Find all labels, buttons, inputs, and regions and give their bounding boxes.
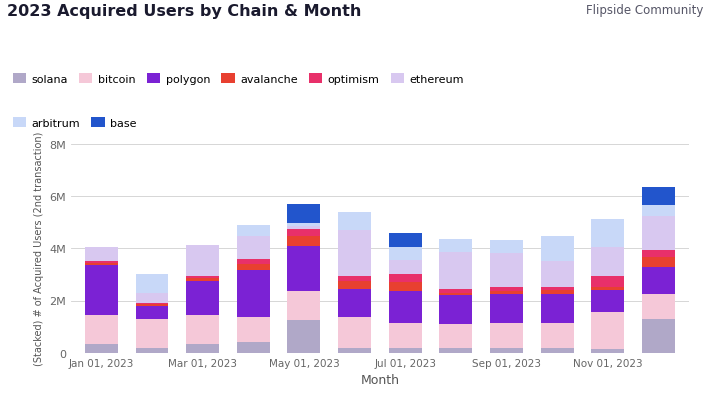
Text: Flipside Community: Flipside Community: [586, 4, 703, 17]
Bar: [642, 187, 674, 206]
Bar: [288, 224, 320, 227]
Bar: [237, 259, 270, 264]
Bar: [642, 294, 674, 319]
Bar: [388, 282, 422, 292]
Bar: [186, 281, 219, 315]
Bar: [136, 306, 168, 319]
X-axis label: Month: Month: [361, 373, 399, 386]
Bar: [490, 348, 523, 353]
Bar: [388, 260, 422, 275]
Bar: [490, 254, 523, 288]
Bar: [237, 237, 270, 259]
Bar: [388, 233, 422, 247]
Bar: [388, 247, 422, 260]
Bar: [85, 265, 118, 315]
Bar: [439, 324, 472, 348]
Bar: [288, 320, 320, 353]
Bar: [388, 323, 422, 348]
Bar: [85, 261, 118, 263]
Bar: [338, 348, 371, 353]
Bar: [490, 294, 523, 323]
Bar: [642, 258, 674, 267]
Bar: [186, 279, 219, 281]
Bar: [642, 206, 674, 216]
Bar: [136, 305, 168, 306]
Bar: [186, 315, 219, 344]
Bar: [288, 237, 320, 246]
Bar: [237, 225, 270, 237]
Bar: [591, 247, 624, 276]
Bar: [186, 277, 219, 279]
Bar: [642, 250, 674, 258]
Bar: [439, 348, 472, 353]
Bar: [136, 275, 168, 293]
Bar: [288, 292, 320, 320]
Legend: solana, bitcoin, polygon, avalanche, optimism, ethereum: solana, bitcoin, polygon, avalanche, opt…: [13, 74, 464, 85]
Bar: [388, 292, 422, 323]
Bar: [338, 212, 371, 230]
Bar: [136, 319, 168, 348]
Bar: [85, 248, 118, 261]
Bar: [540, 323, 574, 348]
Bar: [591, 288, 624, 290]
Bar: [85, 344, 118, 353]
Bar: [540, 290, 574, 294]
Bar: [237, 271, 270, 318]
Bar: [338, 289, 371, 318]
Bar: [288, 246, 320, 292]
Bar: [388, 348, 422, 353]
Bar: [85, 315, 118, 344]
Bar: [490, 241, 523, 254]
Bar: [591, 220, 624, 247]
Bar: [338, 230, 371, 276]
Bar: [540, 261, 574, 288]
Bar: [136, 293, 168, 303]
Bar: [490, 288, 523, 292]
Bar: [186, 344, 219, 353]
Bar: [591, 349, 624, 353]
Bar: [540, 237, 574, 261]
Bar: [642, 216, 674, 250]
Bar: [642, 267, 674, 294]
Bar: [237, 342, 270, 353]
Bar: [288, 229, 320, 237]
Bar: [540, 294, 574, 323]
Bar: [540, 348, 574, 353]
Bar: [338, 281, 371, 289]
Bar: [540, 288, 574, 290]
Legend: arbitrum, base: arbitrum, base: [13, 118, 136, 129]
Bar: [591, 276, 624, 288]
Bar: [591, 312, 624, 349]
Bar: [439, 239, 472, 253]
Bar: [338, 276, 371, 281]
Bar: [237, 318, 270, 342]
Y-axis label: (Stacked) # of Acquired Users (2nd transaction): (Stacked) # of Acquired Users (2nd trans…: [34, 132, 44, 366]
Bar: [490, 292, 523, 294]
Bar: [338, 318, 371, 348]
Bar: [490, 323, 523, 348]
Bar: [439, 253, 472, 289]
Bar: [136, 303, 168, 305]
Bar: [288, 227, 320, 229]
Bar: [237, 264, 270, 271]
Bar: [591, 290, 624, 312]
Bar: [388, 275, 422, 282]
Bar: [439, 296, 472, 324]
Bar: [439, 293, 472, 296]
Bar: [186, 245, 219, 277]
Text: 2023 Acquired Users by Chain & Month: 2023 Acquired Users by Chain & Month: [7, 4, 361, 19]
Bar: [136, 348, 168, 353]
Bar: [85, 263, 118, 265]
Bar: [439, 289, 472, 293]
Bar: [642, 319, 674, 353]
Bar: [288, 205, 320, 224]
